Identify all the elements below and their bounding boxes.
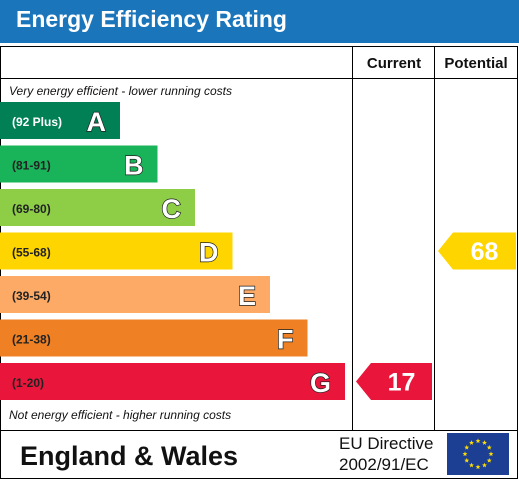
flag-star	[482, 462, 487, 468]
flag-star	[464, 444, 470, 450]
region-label: England & Wales	[20, 441, 239, 471]
band-range-b: (81-91)	[12, 159, 51, 173]
band-g: (1-20) G	[0, 363, 345, 400]
flag-star	[475, 464, 481, 470]
band-bar-e	[0, 276, 270, 313]
current-rating-marker: 17	[356, 363, 432, 400]
band-bar-g	[0, 363, 345, 400]
page-title: Energy Efficiency Rating	[16, 6, 287, 32]
band-range-f: (21-38)	[12, 333, 51, 347]
band-range-g: (1-20)	[12, 376, 44, 390]
flag-star	[486, 457, 492, 463]
energy-rating-chart: Current Potential Very energy efficient …	[0, 46, 518, 479]
band-a: (92 Plus) A	[0, 102, 120, 139]
band-bar-f	[0, 319, 308, 357]
flag-star	[488, 451, 494, 457]
flag-star	[482, 440, 487, 445]
current-rating-marker-value: 17	[388, 369, 416, 397]
flag-star	[469, 462, 474, 468]
potential-column-header: Potential	[444, 55, 507, 72]
band-letter-c: C	[162, 194, 182, 224]
directive-line-1: EU Directive	[339, 434, 434, 453]
flag-star	[475, 438, 481, 444]
flag-star	[464, 457, 470, 463]
current-rating-marker-arrow	[356, 363, 432, 400]
band-letter-d: D	[199, 238, 219, 268]
bottom-note: Not energy efficient - higher running co…	[9, 408, 231, 422]
current-column-header: Current	[367, 55, 421, 72]
potential-rating-marker-value: 68	[471, 238, 499, 266]
flag-star	[469, 440, 474, 445]
directive-line-2: 2002/91/EC	[339, 455, 429, 474]
top-note: Very energy efficient - lower running co…	[9, 84, 232, 98]
band-bar-b	[0, 145, 158, 183]
band-d: (55-68) D	[0, 232, 233, 270]
chart-canvas: Current Potential Very energy efficient …	[0, 46, 518, 479]
potential-rating-marker-arrow	[438, 232, 516, 270]
flag-star	[462, 451, 468, 457]
flag-star	[486, 444, 492, 450]
band-letter-f: F	[277, 325, 294, 355]
band-range-d: (55-68)	[12, 246, 51, 260]
band-f: (21-38) F	[0, 319, 308, 357]
band-bar-a	[0, 102, 120, 139]
band-letter-a: A	[87, 107, 107, 137]
band-e: (39-54) E	[0, 276, 270, 313]
band-b: (81-91) B	[0, 145, 158, 183]
band-letter-g: G	[310, 368, 331, 398]
band-letter-b: B	[124, 151, 144, 181]
potential-rating-marker: 68	[438, 232, 516, 270]
eu-flag-icon	[447, 433, 509, 475]
band-bar-d	[0, 232, 233, 270]
band-letter-e: E	[238, 281, 256, 311]
band-bar-c	[0, 189, 195, 226]
band-range-e: (39-54)	[12, 289, 51, 303]
band-range-c: (69-80)	[12, 202, 51, 216]
footer: England & Wales EU Directive 2002/91/EC	[0, 430, 519, 480]
eu-directive-text: EU Directive 2002/91/EC	[339, 433, 433, 475]
rating-bands: (92 Plus) A (81-91) B (69-80) C (55-68) D (39-54…	[0, 102, 345, 400]
band-range-a: (92 Plus)	[12, 115, 62, 129]
band-c: (69-80) C	[0, 189, 195, 226]
header-bar: Energy Efficiency Rating	[0, 0, 519, 43]
